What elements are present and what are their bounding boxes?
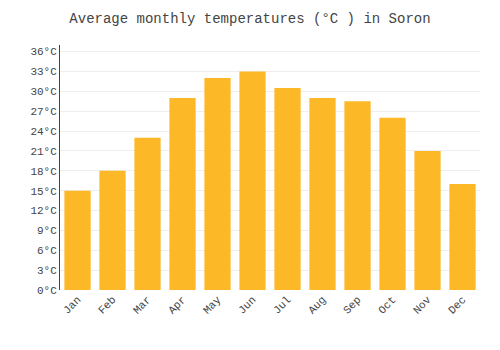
svg-text:3°C: 3°C xyxy=(37,265,57,277)
svg-text:15°C: 15°C xyxy=(30,186,57,198)
svg-text:24°C: 24°C xyxy=(30,126,57,138)
svg-text:21°C: 21°C xyxy=(30,146,57,158)
svg-text:Jan: Jan xyxy=(61,294,83,316)
svg-text:Aug: Aug xyxy=(306,294,328,316)
svg-text:Nov: Nov xyxy=(411,294,434,317)
svg-text:May: May xyxy=(201,294,224,317)
svg-text:6°C: 6°C xyxy=(37,245,57,257)
svg-text:Jun: Jun xyxy=(236,294,258,316)
svg-text:18°C: 18°C xyxy=(30,166,57,178)
svg-text:Mar: Mar xyxy=(131,294,153,316)
svg-text:Dec: Dec xyxy=(446,294,468,316)
svg-text:12°C: 12°C xyxy=(30,205,57,217)
svg-text:Feb: Feb xyxy=(96,294,118,316)
svg-text:30°C: 30°C xyxy=(30,86,57,98)
svg-text:9°C: 9°C xyxy=(37,225,57,237)
svg-text:Average monthly temperatures (: Average monthly temperatures (°C ) in So… xyxy=(69,11,430,27)
svg-text:33°C: 33°C xyxy=(30,66,57,78)
svg-text:0°C: 0°C xyxy=(37,285,57,297)
svg-text:36°C: 36°C xyxy=(30,46,57,58)
svg-text:Jul: Jul xyxy=(271,294,293,316)
svg-text:Oct: Oct xyxy=(376,294,398,316)
svg-text:Apr: Apr xyxy=(166,294,188,316)
svg-text:Sep: Sep xyxy=(341,294,363,316)
svg-text:27°C: 27°C xyxy=(30,106,57,118)
